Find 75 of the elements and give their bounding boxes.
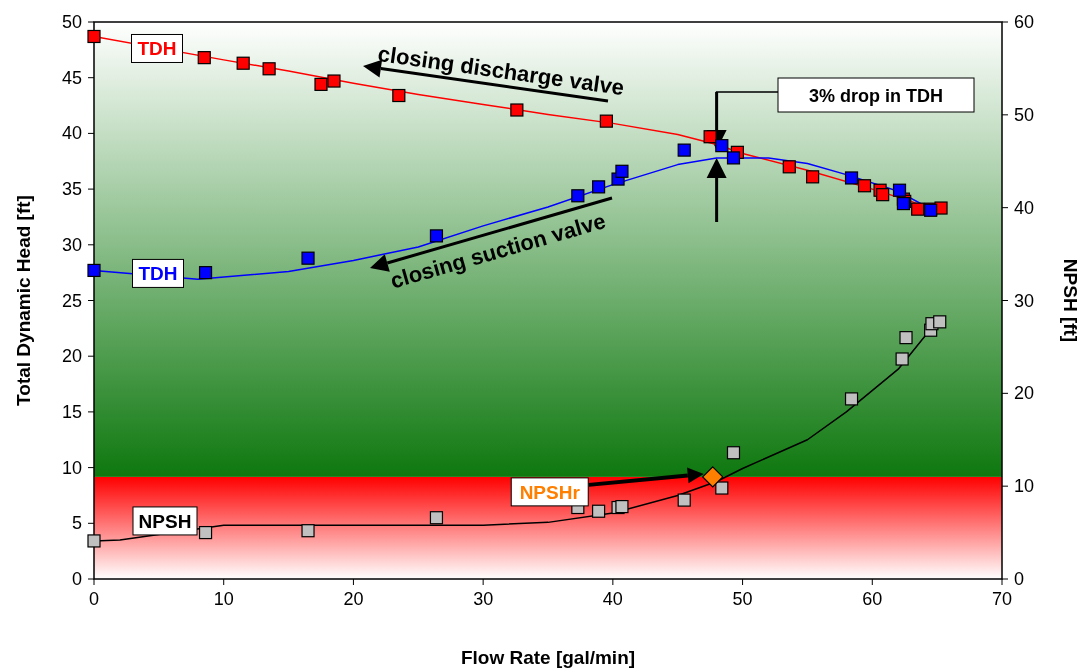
point: [677, 493, 691, 507]
point: [892, 183, 907, 197]
series-label: NPSH: [138, 510, 192, 532]
x-axis-title: Flow Rate [gal/min]: [460, 647, 636, 668]
y-tick-label: 30: [61, 234, 82, 255]
point: [876, 188, 890, 202]
point: [571, 189, 585, 203]
point: [899, 331, 913, 345]
point: [782, 160, 796, 174]
point: [87, 29, 101, 44]
series-label: TDH: [137, 38, 177, 60]
point: [715, 481, 729, 495]
point: [198, 525, 213, 540]
point: [726, 151, 741, 165]
point: [327, 74, 341, 88]
point: [301, 251, 315, 265]
x-tick-label: 20: [343, 589, 364, 609]
y-tick-label: 50: [61, 12, 82, 32]
y2-axis-title: NPSH [ft]: [1060, 258, 1081, 343]
text: NPSHr: [519, 481, 581, 503]
series-label: TDH: [138, 263, 178, 285]
y2-tick-label: 10: [1014, 476, 1035, 497]
y2-tick-label: 50: [1014, 104, 1035, 125]
y-tick-label: 40: [61, 123, 82, 144]
y-tick-label: 25: [61, 290, 82, 311]
point: [677, 143, 691, 157]
point: [197, 51, 211, 65]
point: [933, 315, 947, 329]
y-tick-label: 5: [71, 513, 82, 534]
point: [844, 171, 859, 185]
y-tick-label: 20: [61, 346, 82, 367]
point: [844, 392, 859, 406]
y-tick-label: 45: [61, 67, 82, 88]
x-tick-label: 30: [473, 589, 494, 609]
point: [615, 499, 629, 514]
x-tick-label: 0: [88, 589, 100, 609]
y2-tick-label: 0: [1014, 569, 1025, 589]
y2-tick-label: 40: [1014, 197, 1035, 218]
x-tick-label: 50: [732, 589, 753, 609]
y2-tick-label: 20: [1014, 383, 1035, 404]
point: [198, 266, 213, 280]
x-tick-label: 10: [213, 589, 234, 609]
point: [392, 88, 406, 103]
point: [806, 170, 820, 184]
point: [429, 511, 444, 525]
point: [726, 446, 741, 460]
y-tick-label: 10: [61, 457, 82, 478]
annotation: closing discharge valve: [376, 40, 626, 101]
annotation: 3% drop in TDH: [809, 86, 943, 106]
point: [262, 62, 276, 76]
point: [510, 103, 524, 117]
point: [591, 504, 606, 518]
point: [429, 229, 444, 243]
point: [895, 352, 909, 366]
x-tick-label: 60: [862, 589, 883, 609]
x-tick-label: 70: [991, 589, 1013, 609]
y2-tick-label: 60: [1014, 12, 1035, 32]
point: [702, 466, 724, 488]
y-tick-label: 35: [61, 179, 82, 200]
point: [599, 114, 613, 128]
x-tick-label: 40: [602, 589, 623, 609]
point: [314, 77, 328, 91]
point: [301, 524, 315, 538]
annotation: closing suction valve: [387, 208, 609, 294]
point: [591, 180, 606, 194]
point: [236, 56, 250, 70]
point: [87, 263, 101, 278]
point: [615, 164, 629, 178]
y-tick-label: 15: [61, 401, 82, 422]
y-axis-title: Total Dynamic Head [ft]: [13, 195, 34, 406]
point: [87, 534, 101, 548]
point: [911, 202, 925, 216]
y-tick-label: 0: [71, 569, 82, 589]
y2-tick-label: 30: [1014, 290, 1035, 311]
point: [857, 179, 872, 193]
